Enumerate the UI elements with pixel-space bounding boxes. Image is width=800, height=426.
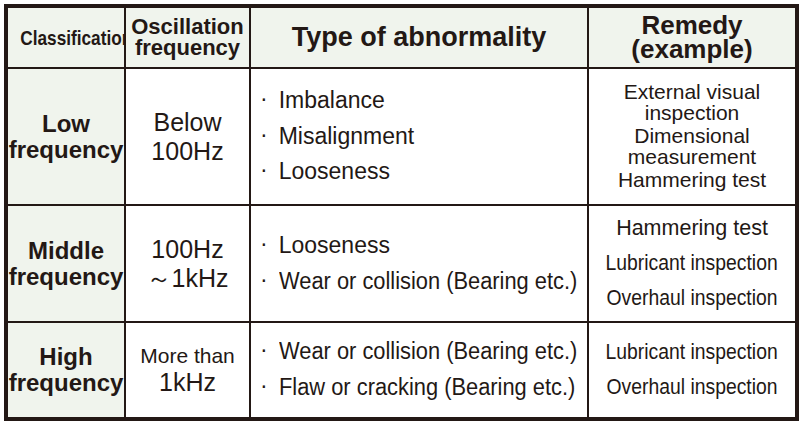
abnormality-item: · Looseness	[260, 154, 587, 190]
frequency-line2: 100Hz	[126, 137, 249, 166]
abnormality-item: · Wear or collision (Bearing etc.)	[260, 334, 587, 370]
abnormality-item: · Looseness	[260, 228, 587, 264]
cell-classification-middle: Middle frequency	[6, 205, 125, 322]
frequency-abnormality-table: Classification Oscillation frequency Typ…	[4, 4, 799, 421]
remedy-text: Overhaul inspection	[606, 281, 777, 316]
cell-classification-high: High frequency	[6, 322, 125, 419]
classification-line2: frequency	[8, 264, 124, 290]
remedy-text: External visual	[589, 82, 795, 103]
remedy-item: Hammering test	[589, 170, 795, 191]
abnormality-text: Looseness	[279, 232, 390, 258]
remedy-text: Hammering test	[616, 216, 768, 240]
bullet-icon: ·	[260, 262, 268, 298]
header-row: Classification Oscillation frequency Typ…	[6, 6, 797, 68]
bullet-icon: ·	[260, 81, 268, 117]
cell-remedy-high: Lubricant inspection Overhaul inspection	[588, 322, 797, 419]
cell-abnormality-low: · Imbalance · Misalignment · Looseness	[250, 68, 588, 205]
cell-abnormality-high: · Wear or collision (Bearing etc.) · Flaw …	[250, 322, 588, 419]
header-label-abnormality: Type of abnormality	[292, 22, 547, 52]
classification-line1: Middle	[8, 238, 124, 264]
remedy-item: Hammering test	[589, 211, 795, 246]
classification-line1: High	[8, 344, 124, 370]
remedy-text: Lubricant inspection	[606, 335, 778, 370]
classification-line2: frequency	[8, 370, 124, 396]
frequency-line1: 100Hz	[126, 235, 249, 264]
header-cell-abnormality: Type of abnormality	[250, 6, 588, 68]
remedy-item: Lubricant inspection	[589, 246, 795, 281]
abnormality-text: Looseness	[279, 158, 390, 184]
header-label-classification: Classification	[20, 27, 125, 48]
cell-remedy-middle: Hammering test Lubricant inspection Over…	[588, 205, 797, 322]
classification-line2: frequency	[8, 137, 124, 163]
cell-classification-low: Low frequency	[6, 68, 125, 205]
cell-remedy-low: External visual inspection Dimensional m…	[588, 68, 797, 205]
abnormality-item: · Imbalance	[260, 83, 587, 119]
remedy-text: Overhaul inspection	[606, 370, 777, 405]
table-row-low-frequency: Low frequency Below 100Hz · Imbalance · Mi…	[6, 68, 797, 205]
table-row-high-frequency: High frequency More than 1kHz · Wear or c…	[6, 322, 797, 419]
abnormality-item: · Misalignment	[260, 119, 587, 155]
remedy-text: inspection	[589, 103, 795, 124]
header-label-oscillation-line2: frequency	[126, 38, 249, 59]
remedy-item: Overhaul inspection	[589, 370, 795, 405]
frequency-line1: Below	[126, 108, 249, 137]
header-cell-oscillation-frequency: Oscillation frequency	[125, 6, 250, 68]
bullet-icon: ·	[260, 117, 268, 153]
frequency-line2: ～1kHz	[126, 264, 249, 293]
remedy-item: Lubricant inspection	[589, 335, 795, 370]
remedy-item: Dimensional measurement	[589, 126, 795, 167]
bullet-icon: ·	[260, 368, 268, 404]
table-row-middle-frequency: Middle frequency 100Hz ～1kHz · Looseness …	[6, 205, 797, 322]
abnormality-text: Flaw or cracking (Bearing etc.)	[279, 370, 575, 406]
header-label-remedy-line2: (example)	[589, 38, 795, 62]
frequency-abnormality-table-wrap: Classification Oscillation frequency Typ…	[4, 4, 799, 421]
remedy-item: Overhaul inspection	[589, 281, 795, 316]
frequency-line1: More than	[126, 344, 249, 368]
classification-line1: Low	[8, 111, 124, 137]
header-cell-classification: Classification	[6, 6, 125, 68]
remedy-text: Hammering test	[589, 170, 795, 191]
bullet-icon: ·	[260, 332, 268, 368]
remedy-text: Lubricant inspection	[606, 246, 778, 281]
cell-frequency-middle: 100Hz ～1kHz	[125, 205, 250, 322]
abnormality-text: Imbalance	[279, 87, 385, 113]
abnormality-item: · Flaw or cracking (Bearing etc.)	[260, 370, 587, 406]
cell-frequency-low: Below 100Hz	[125, 68, 250, 205]
abnormality-text: Misalignment	[279, 123, 415, 149]
header-cell-remedy: Remedy (example)	[588, 6, 797, 68]
bullet-icon: ·	[260, 152, 268, 188]
cell-abnormality-middle: · Looseness · Wear or collision (Bearing e…	[250, 205, 588, 322]
abnormality-text: Wear or collision (Bearing etc.)	[279, 264, 577, 300]
bullet-icon: ·	[260, 226, 268, 262]
remedy-text: Dimensional	[589, 126, 795, 147]
frequency-line2: 1kHz	[126, 368, 249, 397]
abnormality-item: · Wear or collision (Bearing etc.)	[260, 264, 587, 300]
abnormality-text: Wear or collision (Bearing etc.)	[279, 334, 577, 370]
cell-frequency-high: More than 1kHz	[125, 322, 250, 419]
remedy-item: External visual inspection	[589, 82, 795, 123]
remedy-text: measurement	[589, 147, 795, 168]
